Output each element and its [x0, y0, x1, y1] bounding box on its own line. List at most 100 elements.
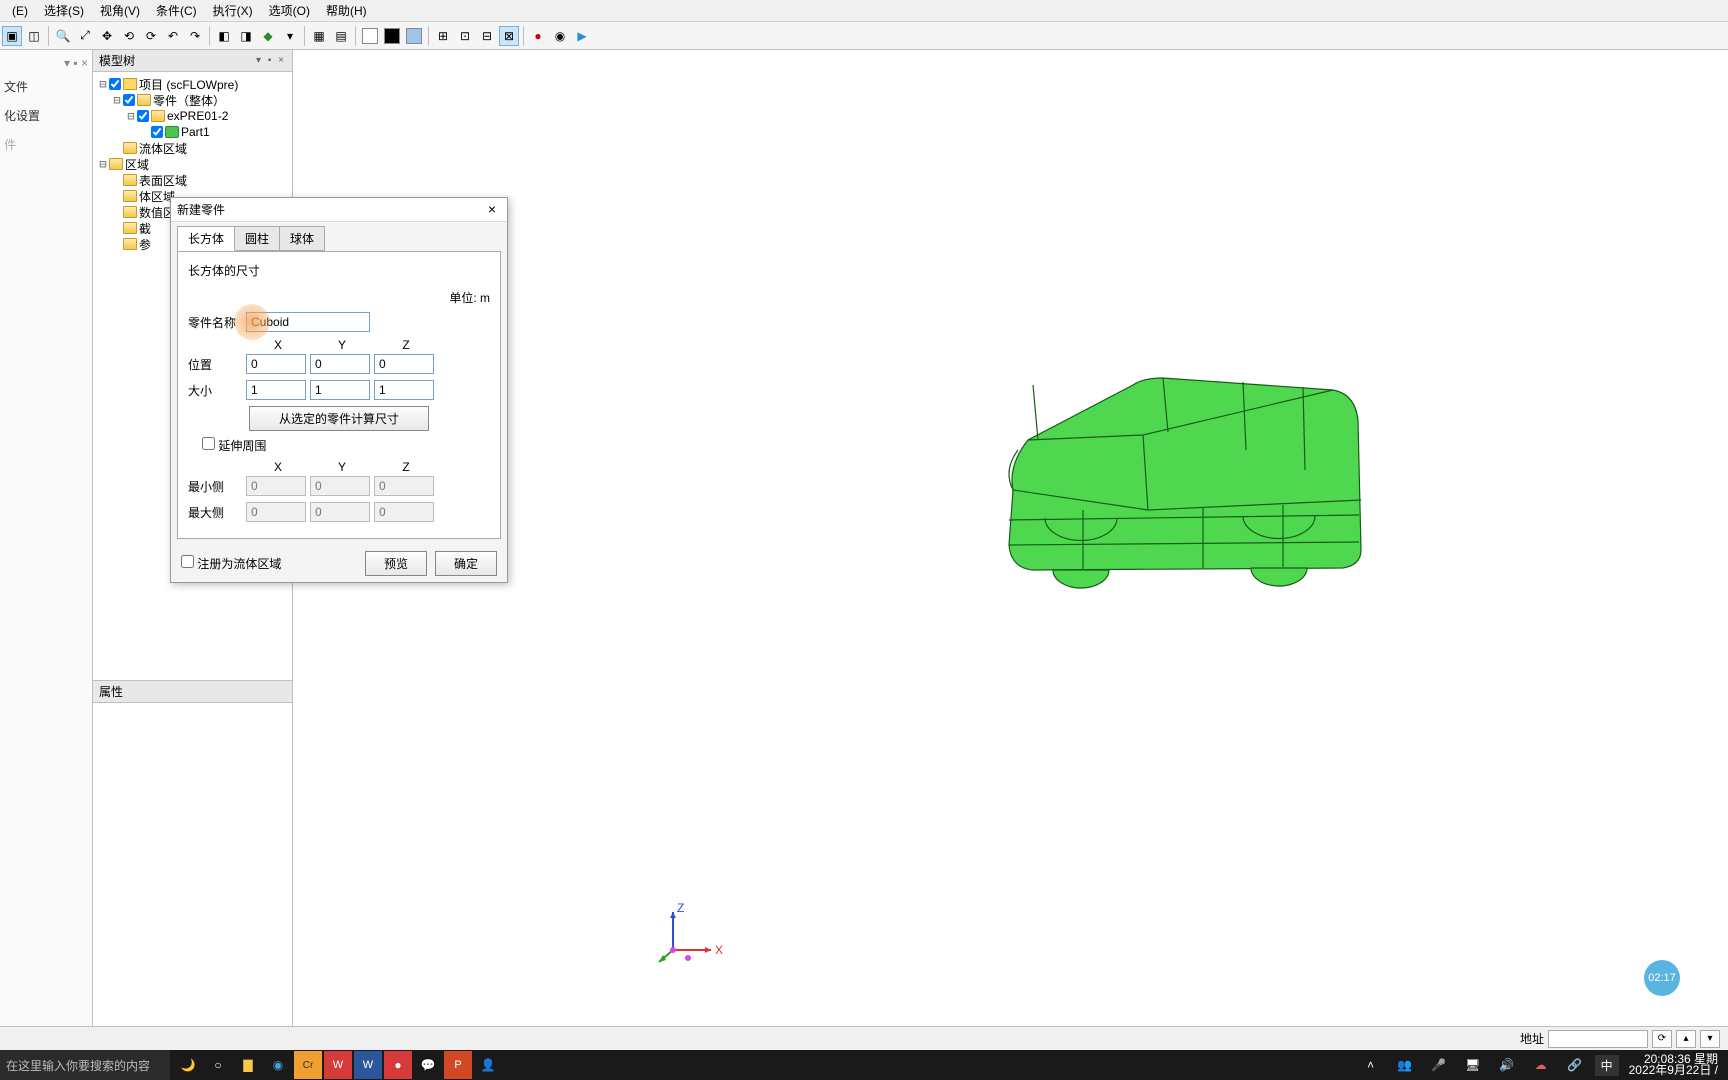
extend-checkbox[interactable]: 延伸周围	[202, 437, 266, 454]
expand-icon[interactable]: ⊟	[125, 109, 137, 123]
tool-play-icon[interactable]: ▶	[572, 26, 592, 46]
xyz-input[interactable]	[310, 354, 370, 374]
tool-wire4-icon[interactable]: ⊠	[499, 26, 519, 46]
tree-checkbox[interactable]	[123, 94, 135, 106]
dialog-titlebar[interactable]: 新建零件 ×	[171, 198, 507, 222]
expand-icon[interactable]: ⊟	[97, 77, 109, 91]
tab-cuboid[interactable]: 长方体	[177, 226, 235, 251]
tray-display-icon[interactable]: 🖥	[1459, 1051, 1487, 1079]
xyz-input[interactable]	[246, 380, 306, 400]
menu-item[interactable]: 选项(O)	[261, 0, 318, 21]
down-icon[interactable]: ▾	[1700, 1030, 1720, 1048]
tool-view3-icon[interactable]: ◆	[258, 26, 278, 46]
edge-icon[interactable]: ◉	[264, 1051, 292, 1079]
tool-rotate2-icon[interactable]: ⟳	[141, 26, 161, 46]
expand-icon[interactable]: ⊟	[97, 157, 109, 171]
panel-controls[interactable]: ▾ ▪ ×	[256, 55, 286, 66]
tool-redo-icon[interactable]: ↷	[185, 26, 205, 46]
xyz-input[interactable]	[374, 354, 434, 374]
tray-up-icon[interactable]: ˄	[1357, 1051, 1385, 1079]
tree-checkbox[interactable]	[109, 78, 121, 90]
sidebar-item[interactable]: 文件	[0, 72, 92, 101]
tool-wire3-icon[interactable]: ⊟	[477, 26, 497, 46]
row-label: 位置	[188, 356, 242, 373]
tray-link-icon[interactable]: 🔗	[1561, 1051, 1589, 1079]
tree-checkbox[interactable]	[137, 110, 149, 122]
tool-wire1-icon[interactable]: ⊞	[433, 26, 453, 46]
menu-item[interactable]: 条件(C)	[148, 0, 205, 21]
tray-cloud-icon[interactable]: ☁	[1527, 1051, 1555, 1079]
color-swatch[interactable]	[360, 26, 380, 46]
tool-cursor-icon[interactable]: ▣	[2, 26, 22, 46]
menu-item[interactable]: 帮助(H)	[318, 0, 375, 21]
tool-grid1-icon[interactable]: ▦	[309, 26, 329, 46]
panel-controls[interactable]: ▾ ▪ ×	[0, 54, 92, 72]
color-swatch[interactable]	[404, 26, 424, 46]
color-swatch[interactable]	[382, 26, 402, 46]
xyz-input[interactable]	[310, 380, 370, 400]
xyz-input[interactable]	[246, 354, 306, 374]
register-checkbox[interactable]: 注册为流体区域	[181, 555, 281, 572]
dialog-title-label: 新建零件	[177, 201, 225, 218]
tree-node[interactable]: ⊟项目 (scFLOWpre)	[97, 76, 288, 92]
tool-fit-icon[interactable]: ⤢	[75, 26, 95, 46]
tool-rec-icon[interactable]: ●	[528, 26, 548, 46]
weather-icon[interactable]: 🌙	[174, 1051, 202, 1079]
tree-label: 截	[139, 220, 151, 237]
address-input[interactable]	[1548, 1030, 1648, 1048]
tree-node[interactable]: 表面区域	[97, 172, 288, 188]
calc-size-button[interactable]: 从选定的零件计算尺寸	[249, 406, 429, 431]
tree-node[interactable]: ⊟区域	[97, 156, 288, 172]
tool-stop-icon[interactable]: ◉	[550, 26, 570, 46]
menu-item[interactable]: (E)	[4, 2, 36, 20]
taskbar-search[interactable]: 在这里输入你要搜索的内容	[0, 1050, 170, 1080]
explorer-icon[interactable]: ▇	[234, 1051, 262, 1079]
car-model	[983, 370, 1373, 610]
ok-button[interactable]: 确定	[435, 551, 497, 576]
tab-cylinder[interactable]: 圆柱	[234, 226, 280, 251]
wechat-icon[interactable]: 💬	[414, 1051, 442, 1079]
app-cr-icon[interactable]: Cr	[294, 1051, 322, 1079]
tree-node[interactable]: ⊟exPRE01-2	[97, 108, 288, 124]
app-w-icon[interactable]: W	[324, 1051, 352, 1079]
part-name-input[interactable]	[246, 312, 370, 332]
tool-view2-icon[interactable]: ◨	[236, 26, 256, 46]
tool-rotate-icon[interactable]: ⟲	[119, 26, 139, 46]
taskbar-clock[interactable]: 20:08:36 星期 2022年9月22日 /	[1625, 1054, 1722, 1076]
preview-button[interactable]: 预览	[365, 551, 427, 576]
tree-node[interactable]: 流体区域	[97, 140, 288, 156]
powerpoint-icon[interactable]: P	[444, 1051, 472, 1079]
sidebar-item[interactable]: 化设置	[0, 101, 92, 130]
tool-wire2-icon[interactable]: ⊡	[455, 26, 475, 46]
tool-dropdown-icon[interactable]: ▾	[280, 26, 300, 46]
viewport-3d[interactable]: X Z 02:17	[293, 50, 1728, 1050]
app-person-icon[interactable]: 👤	[474, 1051, 502, 1079]
word-icon[interactable]: W	[354, 1051, 382, 1079]
tray-volume-icon[interactable]: 🔊	[1493, 1051, 1521, 1079]
tray-people-icon[interactable]: 👥	[1391, 1051, 1419, 1079]
tool-pan-icon[interactable]: ✥	[97, 26, 117, 46]
tool-zoom-icon[interactable]: 🔍	[53, 26, 73, 46]
tool-view1-icon[interactable]: ◧	[214, 26, 234, 46]
app-red-icon[interactable]: ●	[384, 1051, 412, 1079]
tree-checkbox[interactable]	[151, 126, 163, 138]
refresh-icon[interactable]: ⟳	[1652, 1030, 1672, 1048]
menu-item[interactable]: 选择(S)	[36, 0, 92, 21]
menu-item[interactable]: 视角(V)	[92, 0, 148, 21]
cortana-icon[interactable]: ○	[204, 1051, 232, 1079]
menu-item[interactable]: 执行(X)	[205, 0, 261, 21]
tab-sphere[interactable]: 球体	[279, 226, 325, 251]
tool-grid2-icon[interactable]: ▤	[331, 26, 351, 46]
close-icon[interactable]: ×	[483, 201, 501, 219]
ime-indicator[interactable]: 中	[1595, 1055, 1619, 1076]
toolbar-separator	[209, 26, 210, 46]
tool-undo-icon[interactable]: ↶	[163, 26, 183, 46]
tree-node[interactable]: ⊟零件（整体）	[97, 92, 288, 108]
xyz-input[interactable]	[374, 380, 434, 400]
toolbar-separator	[355, 26, 356, 46]
expand-icon[interactable]: ⊟	[111, 93, 123, 107]
tree-node[interactable]: Part1	[97, 124, 288, 140]
tool-cube-icon[interactable]: ◫	[24, 26, 44, 46]
up-icon[interactable]: ▴	[1676, 1030, 1696, 1048]
tray-mic-icon[interactable]: 🎤	[1425, 1051, 1453, 1079]
